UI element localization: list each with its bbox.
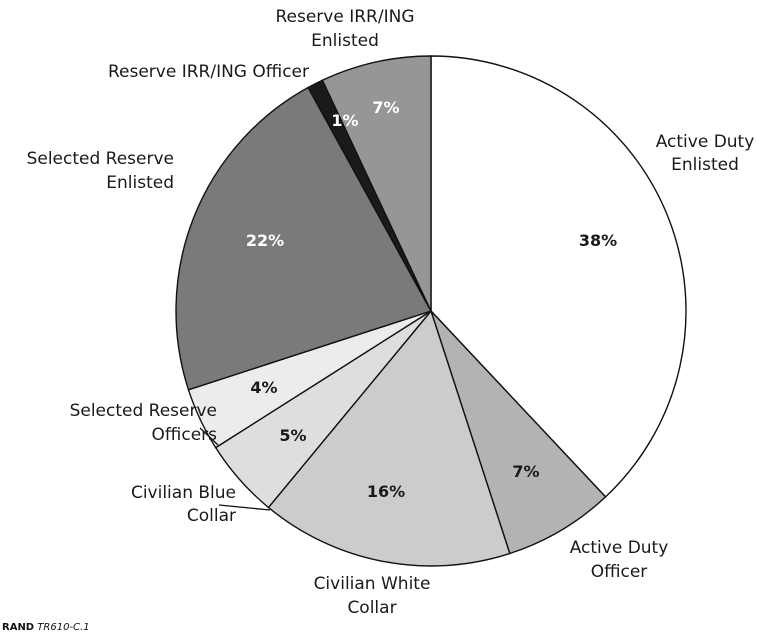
category-label-active-duty-enlisted-line-2: Enlisted — [671, 155, 739, 175]
category-label-civilian-white-collar-line-1: Civilian White — [314, 574, 431, 594]
source-code: TR610-C.1 — [37, 622, 90, 633]
leader-lines — [199, 427, 271, 511]
category-label-selected-reserve-officers-line-2: Officers — [152, 425, 218, 445]
percent-label-reserve-irr-ing-officer: 1% — [331, 111, 358, 130]
source-brand: RAND — [2, 622, 35, 633]
pie-slice-selected-reserve-enlisted — [175, 86, 433, 391]
category-label-civilian-blue-collar-line-1: Civilian Blue — [131, 483, 236, 503]
category-label-reserve-irr-ing-enlisted-line-2: Enlisted — [311, 31, 379, 51]
source-note: RAND TR610-C.1 — [2, 622, 90, 633]
category-label-civilian-blue-collar-line-2: Collar — [187, 506, 236, 526]
category-label-selected-reserve-officers-line-1: Selected Reserve — [70, 401, 217, 421]
category-label-active-duty-enlisted-line-1: Active Duty — [656, 132, 755, 152]
category-label-active-duty-officer-line-1: Active Duty — [570, 538, 669, 558]
category-label-active-duty-officer-line-2: Officer — [591, 562, 648, 582]
pie-slice-reserve-irr-ing-enlisted — [321, 55, 432, 312]
pie-slice-active-duty-enlisted — [430, 55, 687, 498]
percent-label-civilian-white-collar: 16% — [367, 482, 405, 501]
percent-label-selected-reserve-officers: 4% — [250, 378, 277, 397]
pie-slice-civilian-white-collar — [267, 309, 511, 567]
category-label-selected-reserve-enlisted-line-2: Enlisted — [106, 173, 174, 193]
leader-line-selected-reserve-officers — [199, 427, 219, 446]
percent-label-reserve-irr-ing-enlisted: 7% — [372, 98, 399, 117]
percent-labels: 38% 7% 16% 5% 4% 22% 1% 7% — [246, 98, 617, 501]
category-label-reserve-irr-ing-officer-line-1: Reserve IRR/ING Officer — [108, 62, 309, 82]
pie-slice-active-duty-officer — [430, 310, 607, 555]
category-label-civilian-white-collar-line-2: Collar — [347, 598, 396, 618]
percent-label-selected-reserve-enlisted: 22% — [246, 231, 284, 250]
category-label-selected-reserve-enlisted-line-1: Selected Reserve — [27, 149, 174, 169]
leader-line-civilian-blue-collar — [218, 504, 271, 511]
pie-slices — [175, 55, 687, 567]
category-label-reserve-irr-ing-enlisted-line-1: Reserve IRR/ING — [275, 7, 414, 27]
percent-label-civilian-blue-collar: 5% — [279, 426, 306, 445]
percent-label-active-duty-enlisted: 38% — [579, 231, 617, 250]
percent-label-active-duty-officer: 7% — [512, 462, 539, 481]
category-labels: Active Duty Enlisted Active Duty Officer Civ… — [27, 7, 755, 618]
